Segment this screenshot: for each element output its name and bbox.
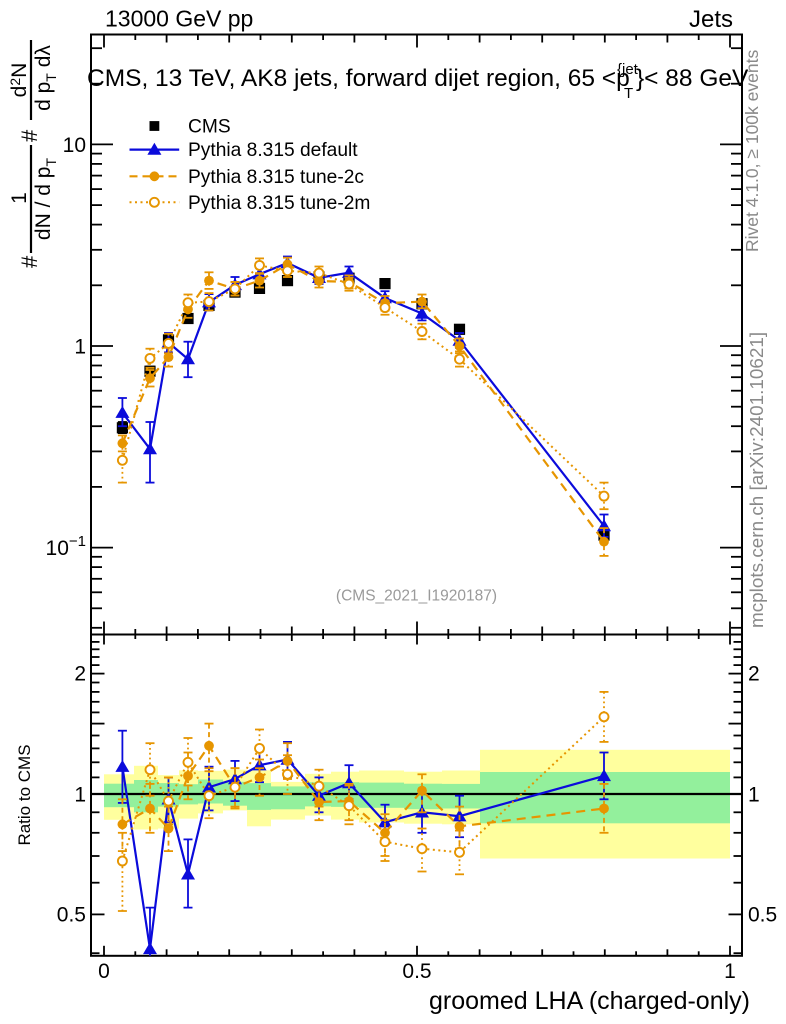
svg-text:Pythia 8.315 tune-2c: Pythia 8.315 tune-2c [188,167,364,188]
svg-text:CMS: CMS [188,117,231,138]
svg-text:10: 10 [63,134,86,157]
svg-text:0: 0 [98,960,110,983]
svg-text:#: # [17,255,42,268]
svg-text:#: # [17,129,42,142]
svg-text:Jets: Jets [689,6,733,33]
svg-text:1: 1 [74,784,86,807]
svg-text:groomed LHA (charged-only): groomed LHA (charged-only) [429,987,750,1015]
svg-text:Ratio to CMS: Ratio to CMS [15,744,34,845]
svg-text:Rivet 4.1.0, ≥ 100k events: Rivet 4.1.0, ≥ 100k events [742,50,762,252]
svg-text:Pythia 8.315 tune-2m: Pythia 8.315 tune-2m [188,193,370,214]
svg-text:CMS, 13 TeV, AK8 jets, forward: CMS, 13 TeV, AK8 jets, forward dijet reg… [87,65,630,92]
svg-text:mcplots.cern.ch [arXiv:2401.10: mcplots.cern.ch [arXiv:2401.10621] [747,332,768,628]
svg-text:{jet: {jet [617,61,639,78]
svg-text:2: 2 [74,663,86,686]
svg-text:1: 1 [74,335,86,358]
svg-text:1: 1 [8,192,31,204]
svg-text:0.5: 0.5 [748,903,777,926]
svg-text:Pythia 8.315 default: Pythia 8.315 default [188,140,358,161]
svg-text:T: T [624,85,633,102]
svg-text:(CMS_2021_I1920187): (CMS_2021_I1920187) [336,588,497,605]
svg-text:13000 GeV pp: 13000 GeV pp [105,6,253,32]
svg-text:dN / d pT: dN / d pT [32,158,59,241]
svg-text:2: 2 [748,663,760,686]
svg-text:0.5: 0.5 [57,903,86,926]
svg-text:}< 88 GeV: }< 88 GeV [636,65,749,92]
svg-text:0.5: 0.5 [402,960,431,983]
svg-text:1: 1 [748,784,760,807]
svg-text:1: 1 [724,960,736,983]
